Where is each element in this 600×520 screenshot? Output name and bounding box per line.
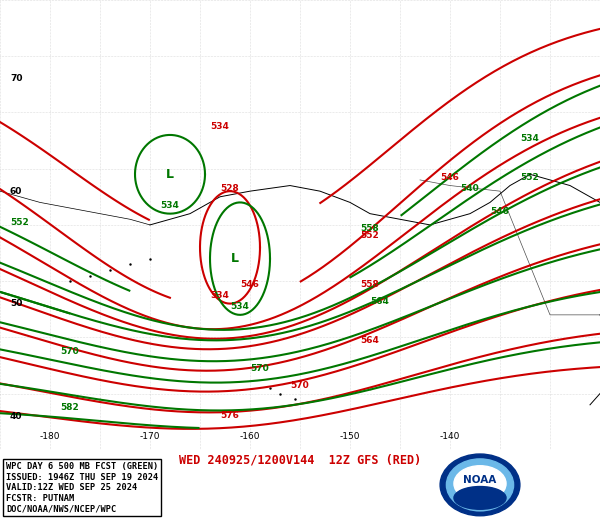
- Text: 534: 534: [211, 291, 229, 300]
- Text: 546: 546: [491, 206, 509, 216]
- Text: 534: 534: [161, 201, 179, 210]
- Text: 546: 546: [440, 173, 460, 182]
- Text: 570: 570: [251, 364, 269, 373]
- Text: 576: 576: [221, 411, 239, 420]
- Text: 60: 60: [10, 187, 22, 196]
- Text: 582: 582: [61, 404, 79, 412]
- Text: 552: 552: [11, 218, 29, 227]
- Text: 546: 546: [241, 280, 259, 289]
- Text: 70: 70: [10, 74, 23, 83]
- Text: 40: 40: [10, 411, 23, 421]
- Text: WED 240925/1200V144  12Z GFS (RED): WED 240925/1200V144 12Z GFS (RED): [179, 453, 421, 466]
- Text: L: L: [166, 168, 174, 181]
- Ellipse shape: [454, 487, 506, 509]
- Text: 534: 534: [230, 302, 250, 311]
- Text: -150: -150: [340, 432, 360, 441]
- Text: -140: -140: [440, 432, 460, 441]
- Text: NOAA: NOAA: [463, 475, 497, 485]
- Text: -170: -170: [140, 432, 160, 441]
- Text: WPC DAY 6 500 MB FCST (GREEN)
ISSUED: 1946Z THU SEP 19 2024
VALID:12Z WED SEP 25: WPC DAY 6 500 MB FCST (GREEN) ISSUED: 19…: [6, 462, 158, 513]
- Ellipse shape: [446, 459, 514, 511]
- Text: -160: -160: [240, 432, 260, 441]
- Text: L: L: [231, 252, 239, 265]
- Text: -180: -180: [40, 432, 60, 441]
- Ellipse shape: [454, 466, 506, 501]
- Ellipse shape: [440, 454, 520, 516]
- Text: 558: 558: [361, 224, 379, 232]
- Text: 564: 564: [371, 296, 389, 306]
- Text: 552: 552: [361, 231, 379, 240]
- Text: 50: 50: [10, 299, 22, 308]
- Text: 570: 570: [61, 347, 79, 356]
- Text: 540: 540: [461, 184, 479, 193]
- Text: 570: 570: [290, 381, 310, 390]
- Text: 552: 552: [521, 173, 539, 182]
- Text: 564: 564: [361, 336, 379, 345]
- Text: 528: 528: [221, 184, 239, 193]
- Text: 534: 534: [211, 122, 229, 132]
- Text: 534: 534: [521, 134, 539, 142]
- Text: 558: 558: [361, 280, 379, 289]
